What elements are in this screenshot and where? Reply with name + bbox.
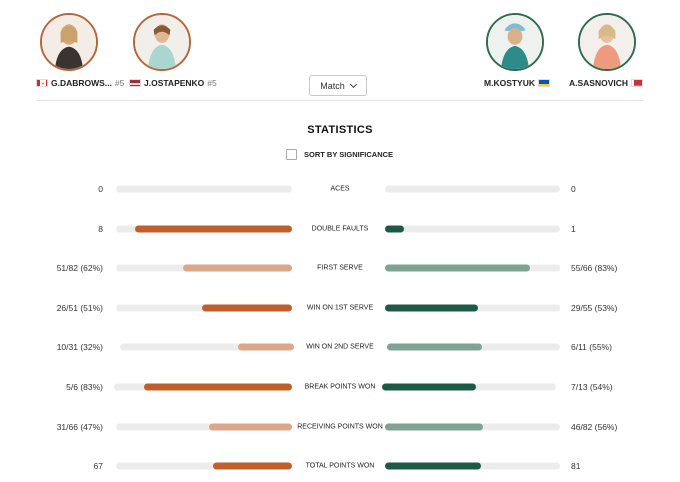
stat-right-value: 1 [571, 223, 576, 234]
stat-right-value: 29/55 (53%) [571, 302, 618, 313]
chevron-down-icon [349, 80, 357, 88]
player-photo [580, 15, 634, 69]
stat-left-bar-track [116, 423, 292, 431]
stat-left-value: 0 [98, 184, 103, 194]
stat-right-value: 6/11 (55%) [571, 342, 612, 353]
stat-left-bar-fill [238, 343, 294, 351]
stat-label: WIN ON 2ND SERVE [306, 343, 374, 351]
statistics-title: STATISTICS [307, 124, 373, 136]
stat-right-bar-fill [385, 423, 483, 431]
stat-label: WIN ON 1ST SERVE [306, 304, 374, 312]
stat-left-value: 10/31 (32%) [56, 342, 103, 353]
stat-row: 5/6 (83%) BREAK POINTS WON 7/13 (54%) [0, 372, 680, 402]
player-seed: #5 [207, 78, 217, 88]
player-name-dabrowski: G.DABROWS... #5 [36, 78, 124, 88]
stat-row: 0 ACES 0 [0, 174, 680, 204]
stat-right-bar-fill [382, 383, 476, 391]
player-name-label: A.SASNOVICH [569, 78, 629, 88]
stat-left-bar-track [114, 383, 292, 391]
ukraine-flag-icon [538, 79, 550, 87]
stat-right-bar-track [385, 264, 560, 272]
latvia-flag-icon [129, 79, 141, 87]
avatar-kostyuk [486, 13, 544, 71]
stat-row: 31/66 (47%) RECEIVING POINTS WON 46/82 (56… [0, 412, 680, 442]
stat-left-value: 67 [93, 461, 103, 472]
stat-left-bar-track [120, 343, 294, 351]
stat-row: 67 TOTAL POINTS WON 81 [0, 451, 680, 481]
stat-left-bar-track [116, 225, 292, 233]
stat-label: BREAK POINTS WON [304, 383, 376, 391]
player-name-label: J.OSTAPENKO [144, 78, 205, 88]
player-name-kostyuk: M.KOSTYUK [484, 78, 550, 88]
player-name-label: M.KOSTYUK [484, 78, 535, 88]
stat-label: RECEIVING POINTS WON [297, 423, 383, 431]
stat-label: FIRST SERVE [317, 264, 363, 272]
belarus-flag-icon [631, 79, 644, 87]
stat-left-value: 31/66 (47%) [56, 421, 103, 432]
stat-right-bar-track [385, 304, 560, 312]
sort-checkbox[interactable] [286, 149, 297, 160]
stat-right-bar-track [385, 462, 560, 470]
stat-row: 10/31 (32%) WIN ON 2ND SERVE 6/11 (55%) [0, 332, 680, 362]
stat-right-bar-track [382, 383, 556, 391]
avatar-dabrowski [40, 13, 98, 71]
stat-left-value: 8 [98, 223, 103, 234]
stat-right-bar-fill [387, 343, 483, 351]
match-select-value: Match [320, 80, 345, 91]
stat-right-bar-fill [385, 225, 405, 233]
player-photo [488, 15, 542, 69]
canada-flag-icon [36, 79, 48, 87]
header-divider [36, 100, 644, 101]
player-photo [42, 15, 96, 69]
stat-right-bar-track [387, 343, 560, 351]
sort-label: SORT BY SIGNIFICANCE [304, 150, 394, 159]
player-name-ostapenko: J.OSTAPENKO #5 [129, 78, 217, 88]
stat-label: DOUBLE FAULTS [311, 225, 369, 233]
stat-row: 26/51 (51%) WIN ON 1ST SERVE 29/55 (53%) [0, 293, 680, 323]
player-name-sasnovich: A.SASNOVICH [569, 78, 644, 88]
avatar-ostapenko [133, 13, 191, 71]
stat-left-value: 26/51 (51%) [56, 302, 103, 313]
match-select[interactable]: Match [309, 75, 367, 96]
sort-by-significance[interactable]: SORT BY SIGNIFICANCE [286, 149, 393, 160]
player-name-label: G.DABROWS... [51, 78, 112, 88]
stat-row: 51/82 (62%) FIRST SERVE 55/66 (83%) [0, 253, 680, 283]
stat-right-value: 0 [571, 184, 576, 194]
stat-right-value: 46/82 (56%) [571, 421, 618, 432]
avatar-sasnovich [578, 13, 636, 71]
stat-left-bar-track [116, 185, 292, 193]
stat-right-bar-fill [385, 304, 478, 312]
player-seed: #5 [114, 78, 125, 88]
stat-label: TOTAL POINTS WON [305, 462, 375, 470]
player-photo [135, 15, 189, 69]
stat-left-bar-track [116, 264, 292, 272]
stat-right-bar-fill [385, 264, 531, 272]
stat-right-bar-track [385, 423, 560, 431]
stat-left-bar-fill [209, 423, 292, 431]
stat-row: 8 DOUBLE FAULTS 1 [0, 214, 680, 244]
stat-left-value: 5/6 (83%) [66, 382, 103, 392]
stat-left-bar-fill [144, 383, 292, 391]
stat-left-bar-fill [202, 304, 292, 312]
stat-right-value: 7/13 (54%) [571, 382, 613, 392]
stat-left-bar-fill [212, 462, 292, 470]
stat-right-value: 81 [571, 461, 581, 472]
stat-right-bar-track [385, 225, 560, 233]
stat-right-value: 55/66 (83%) [571, 263, 618, 274]
stat-left-bar-fill [135, 225, 292, 233]
stat-label: ACES [330, 185, 350, 193]
stat-left-value: 51/82 (62%) [56, 263, 103, 274]
stat-left-bar-track [116, 304, 292, 312]
stat-right-bar-track [385, 185, 560, 193]
stat-left-bar-track [116, 462, 292, 470]
stat-left-bar-fill [182, 264, 292, 272]
stat-right-bar-fill [385, 462, 482, 470]
